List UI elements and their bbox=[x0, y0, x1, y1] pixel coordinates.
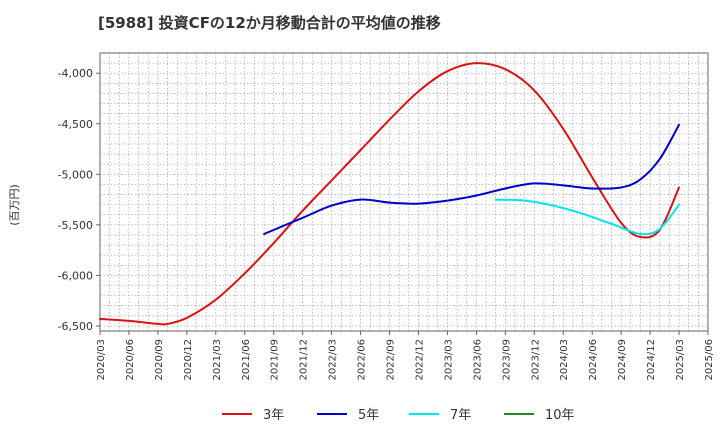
x-tick-label: 2022/06 bbox=[357, 339, 368, 381]
x-tick-label: 2021/09 bbox=[270, 339, 281, 381]
x-tick-label: 2020/12 bbox=[183, 339, 194, 381]
x-tick-label: 2025/03 bbox=[675, 339, 686, 381]
x-tick-label: 2021/06 bbox=[241, 339, 252, 381]
x-tick-label: 2021/12 bbox=[299, 339, 310, 381]
series-lines bbox=[99, 62, 680, 326]
x-tick-label: 2021/03 bbox=[212, 339, 223, 381]
series-line-2 bbox=[494, 198, 680, 236]
y-axis: -4,000 -4,500 -5,000 -5,500 -6,000 -6,500 bbox=[58, 67, 100, 333]
x-tick-label: 2024/09 bbox=[617, 339, 628, 381]
legend-label-0: 3年 bbox=[263, 408, 284, 423]
y-axis-label: (百万円) bbox=[8, 184, 21, 226]
legend: 3年 5年 7年 10年 bbox=[222, 408, 575, 423]
plot-area bbox=[99, 52, 709, 332]
grid bbox=[100, 53, 708, 331]
series-line-0 bbox=[99, 62, 680, 326]
y-tick-label: -6,000 bbox=[58, 269, 93, 282]
y-tick-label: -5,500 bbox=[58, 219, 93, 232]
x-tick-label: 2024/06 bbox=[588, 339, 599, 381]
y-tick-label: -4,000 bbox=[58, 67, 93, 80]
x-tick-label: 2022/09 bbox=[386, 339, 397, 381]
y-tick-label: -4,500 bbox=[58, 118, 93, 131]
x-tick-label: 2022/12 bbox=[414, 339, 425, 381]
x-tick-label: 2023/06 bbox=[472, 339, 483, 381]
x-tick-label: 2020/09 bbox=[154, 339, 165, 381]
legend-label-2: 7年 bbox=[450, 408, 471, 423]
x-tick-label: 2024/03 bbox=[559, 339, 570, 381]
x-tick-label: 2020/06 bbox=[125, 339, 136, 381]
y-tick-label: -6,500 bbox=[58, 320, 93, 333]
x-tick-label: 2023/12 bbox=[530, 339, 541, 381]
x-tick-label: 2023/09 bbox=[501, 339, 512, 381]
legend-label-1: 5年 bbox=[358, 408, 379, 423]
x-tick-label: 2022/03 bbox=[328, 339, 339, 381]
x-tick-label: 2024/12 bbox=[646, 339, 657, 381]
y-tick-label: -5,000 bbox=[58, 168, 93, 181]
x-tick-label: 2020/03 bbox=[96, 339, 107, 381]
x-tick-label: 2023/03 bbox=[443, 339, 454, 381]
chart-title: [5988] 投資CFの12か月移動合計の平均値の推移 bbox=[98, 14, 441, 32]
x-axis: 2020/03 2020/06 2020/09 2020/12 2021/03 2021/… bbox=[96, 331, 715, 381]
series-line-1 bbox=[263, 123, 680, 235]
x-tick-label: 2025/06 bbox=[704, 339, 715, 381]
legend-label-3: 10年 bbox=[545, 408, 575, 423]
